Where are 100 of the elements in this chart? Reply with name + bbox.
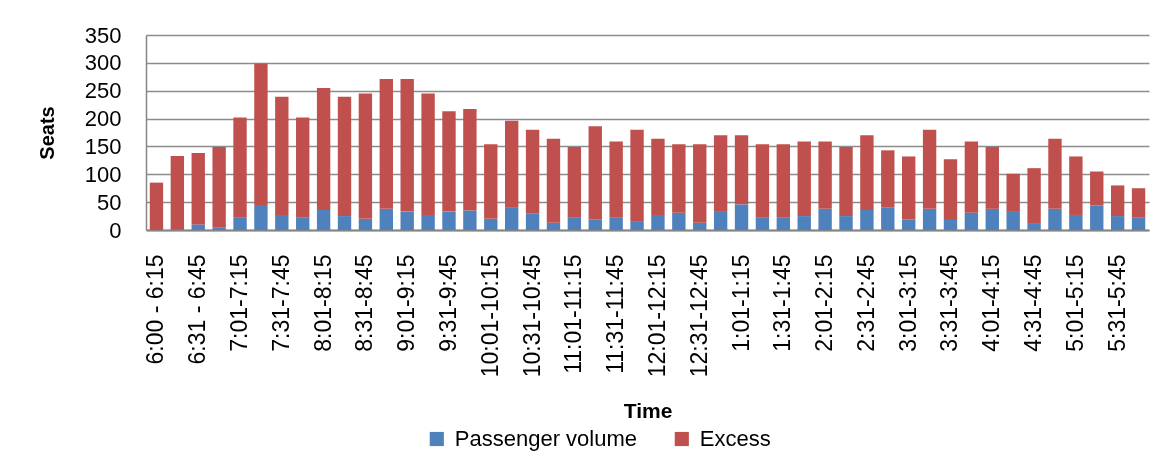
bar bbox=[1027, 223, 1041, 230]
bar bbox=[1110, 185, 1125, 217]
bar bbox=[1090, 205, 1104, 230]
bar bbox=[212, 227, 226, 230]
bar bbox=[672, 144, 686, 213]
bar bbox=[567, 217, 582, 230]
x-tick-label: 11:31-11:45 bbox=[602, 254, 629, 374]
bar bbox=[609, 141, 623, 218]
bar bbox=[755, 144, 770, 218]
bar bbox=[860, 209, 874, 230]
x-tick-label: 2:01-2:15 bbox=[811, 254, 838, 352]
x-tick-label: 11:01-11:15 bbox=[560, 254, 587, 374]
bar bbox=[275, 96, 289, 215]
bar bbox=[693, 144, 707, 223]
bar bbox=[442, 211, 456, 230]
bar bbox=[797, 216, 811, 230]
bar bbox=[525, 213, 540, 230]
bar bbox=[1006, 211, 1020, 230]
bar bbox=[254, 63, 268, 205]
bar bbox=[442, 111, 456, 212]
bar bbox=[212, 146, 226, 228]
bar bbox=[275, 214, 289, 230]
bar bbox=[693, 222, 707, 230]
bar bbox=[1090, 171, 1104, 206]
x-tick-label: 5:31-5:45 bbox=[1103, 254, 1130, 352]
bar bbox=[588, 219, 602, 230]
bar bbox=[400, 211, 414, 230]
bar bbox=[1006, 173, 1020, 212]
x-tick-label: 6:31 - 6:45 bbox=[184, 254, 211, 365]
bar bbox=[1131, 188, 1146, 218]
bar bbox=[1069, 156, 1083, 215]
bar bbox=[463, 210, 477, 230]
bar bbox=[713, 211, 728, 230]
bar bbox=[421, 93, 435, 215]
bar bbox=[546, 138, 561, 223]
bar bbox=[316, 87, 331, 210]
bar bbox=[191, 224, 205, 230]
bar bbox=[881, 207, 895, 230]
bar bbox=[755, 217, 770, 230]
y-tick-label: 250 bbox=[84, 78, 122, 104]
y-tick-label: 300 bbox=[84, 50, 122, 76]
bar bbox=[358, 93, 373, 219]
bar bbox=[922, 208, 937, 230]
bar bbox=[964, 141, 979, 213]
bar bbox=[713, 135, 728, 212]
x-tick-label: 12:31-12:45 bbox=[685, 254, 712, 378]
bar bbox=[672, 212, 686, 230]
bar bbox=[797, 141, 811, 217]
bar bbox=[609, 217, 623, 230]
x-tick-label: 4:31-4:45 bbox=[1020, 254, 1047, 352]
y-tick-label: 200 bbox=[84, 106, 122, 132]
legend-label: Passenger volume bbox=[454, 426, 638, 451]
bar bbox=[254, 204, 268, 230]
y-tick-label: 100 bbox=[84, 161, 122, 187]
y-tick-label: 0 bbox=[109, 217, 122, 243]
bar bbox=[379, 208, 393, 230]
bar bbox=[191, 153, 205, 225]
bar bbox=[484, 144, 498, 219]
bar bbox=[296, 117, 310, 218]
bar bbox=[504, 120, 519, 208]
bar bbox=[630, 221, 644, 230]
bar bbox=[860, 135, 874, 210]
x-tick-label: 7:31-7:45 bbox=[267, 254, 294, 352]
bar bbox=[943, 159, 958, 220]
bar bbox=[776, 144, 791, 218]
x-tick-label: 5:01-5:15 bbox=[1061, 254, 1088, 352]
bar bbox=[337, 96, 352, 217]
bar bbox=[922, 129, 937, 209]
bar bbox=[233, 117, 247, 218]
x-tick-label: 12:01-12:15 bbox=[643, 254, 670, 378]
x-tick-label: 7:01-7:15 bbox=[226, 254, 253, 352]
bar bbox=[839, 216, 853, 230]
x-tick-label: 8:31-8:45 bbox=[351, 254, 378, 352]
bar bbox=[818, 141, 832, 209]
x-tick-label: 9:01-9:15 bbox=[393, 254, 420, 352]
x-tick-label: 3:31-3:45 bbox=[936, 254, 963, 352]
x-tick-label: 2:31-2:45 bbox=[852, 254, 879, 352]
bar bbox=[546, 222, 561, 230]
bar bbox=[985, 146, 999, 209]
bar bbox=[651, 214, 665, 230]
bar bbox=[525, 129, 540, 214]
bar bbox=[734, 135, 749, 205]
bar bbox=[964, 212, 979, 230]
x-tick-label: 4:01-4:15 bbox=[978, 254, 1005, 352]
x-tick-label: 6:00 - 6:15 bbox=[142, 254, 169, 365]
bar bbox=[316, 209, 331, 230]
bar bbox=[985, 208, 999, 230]
bar bbox=[630, 129, 644, 222]
y-axis-title: Seats bbox=[35, 106, 58, 160]
x-tick-label: 9:31-9:45 bbox=[434, 254, 461, 352]
x-tick-label: 8:01-8:15 bbox=[309, 254, 336, 352]
bar bbox=[818, 208, 832, 230]
bar bbox=[170, 155, 185, 229]
y-tick-label: 350 bbox=[84, 22, 122, 48]
bar bbox=[358, 218, 373, 230]
legend-label: Excess bbox=[699, 426, 771, 451]
bar bbox=[943, 219, 958, 230]
bar bbox=[379, 79, 393, 209]
y-tick-label: 50 bbox=[97, 189, 122, 215]
bar bbox=[1048, 138, 1062, 209]
